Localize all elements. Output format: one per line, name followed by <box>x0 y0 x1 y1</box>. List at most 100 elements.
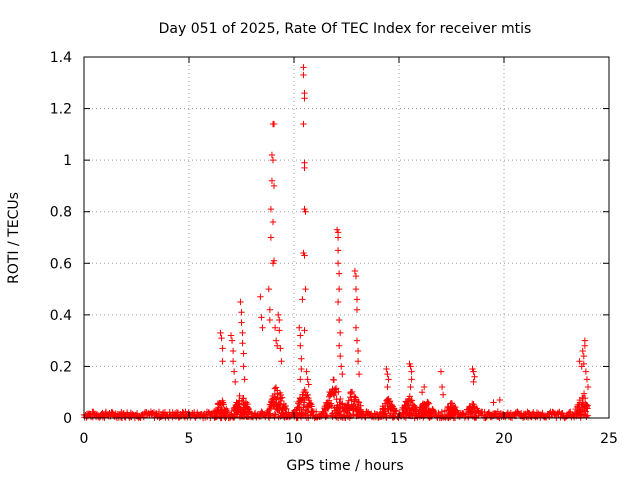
data-point <box>526 410 533 417</box>
x-axis-label: GPS time / hours <box>286 458 403 474</box>
data-point <box>580 390 588 397</box>
data-point <box>297 376 304 383</box>
plot-frame <box>83 56 610 419</box>
data-point <box>259 324 266 331</box>
data-point <box>386 397 394 405</box>
data-point <box>242 399 250 406</box>
data-point <box>229 358 237 365</box>
data-point <box>337 329 344 337</box>
data-point <box>312 408 320 415</box>
data-point <box>337 352 344 360</box>
data-point <box>236 392 243 400</box>
data-point <box>425 400 433 407</box>
data-point <box>362 414 369 421</box>
data-point <box>235 400 243 407</box>
data-point <box>240 363 247 370</box>
data-point <box>272 337 280 344</box>
data-point <box>408 368 415 375</box>
y-axis-label: ROTI / TECUs <box>6 192 22 284</box>
data-point <box>418 389 426 396</box>
data-point <box>337 395 344 403</box>
data-point <box>269 218 277 226</box>
data-point <box>297 342 304 349</box>
data-point <box>355 370 363 378</box>
data-point <box>257 293 264 301</box>
data-point <box>296 324 303 331</box>
data-point <box>297 332 304 339</box>
y-tick-label: 0.6 <box>50 256 72 272</box>
data-point <box>266 306 274 313</box>
data-point <box>240 350 247 357</box>
data-point <box>352 324 360 331</box>
data-point <box>353 296 361 303</box>
data-point <box>265 285 272 293</box>
data-point <box>299 296 306 303</box>
data-point <box>335 270 343 277</box>
x-tick-label: 10 <box>285 431 303 447</box>
data-point <box>268 151 276 159</box>
data-point <box>227 332 235 339</box>
data-point <box>407 363 414 370</box>
data-point <box>237 298 244 306</box>
data-point <box>581 342 589 349</box>
data-point <box>240 395 247 402</box>
data-point <box>173 409 181 416</box>
data-point <box>579 347 586 355</box>
data-point <box>331 386 339 393</box>
data-point <box>338 363 345 370</box>
data-point <box>269 260 277 267</box>
data-point <box>408 376 415 383</box>
data-point <box>304 376 311 383</box>
data-point <box>438 383 446 391</box>
x-tick-label: 20 <box>495 431 513 447</box>
data-point <box>217 329 224 337</box>
data-point <box>335 388 342 395</box>
data-point <box>581 394 589 402</box>
data-point <box>241 376 248 383</box>
data-point <box>218 334 225 342</box>
data-point <box>453 407 461 414</box>
data-point <box>383 365 390 373</box>
data-point <box>300 120 307 128</box>
data-point <box>576 358 583 365</box>
axis-ticks: 0 5 10 15 20 25 0 0.2 0.4 0.6 0.8 1 1.2 1.4 <box>50 50 618 447</box>
data-point <box>270 182 278 190</box>
data-point <box>416 413 424 420</box>
data-point <box>539 409 546 417</box>
data-point <box>334 234 342 241</box>
data-point <box>238 319 245 326</box>
data-point <box>301 95 308 102</box>
data-point <box>275 311 282 319</box>
data-point <box>276 316 283 324</box>
data-point <box>301 252 308 259</box>
data-point <box>267 205 275 213</box>
data-point <box>238 309 245 316</box>
data-point <box>334 298 342 306</box>
data-point <box>339 370 346 378</box>
data-point <box>304 391 311 398</box>
data-point <box>583 376 591 383</box>
data-point <box>351 267 359 275</box>
data-point <box>421 383 428 391</box>
data-point <box>229 347 237 355</box>
data-point <box>332 385 340 392</box>
data-point <box>335 285 343 293</box>
data-point <box>305 381 312 388</box>
y-tick-label: 1.2 <box>50 102 72 118</box>
data-point <box>438 408 446 416</box>
data-points <box>80 64 592 422</box>
data-point <box>133 410 141 417</box>
data-point <box>120 410 128 417</box>
y-tick-label: 0.4 <box>50 308 72 324</box>
data-point <box>303 368 310 375</box>
data-point <box>330 376 338 384</box>
data-point <box>517 410 525 417</box>
data-point <box>278 358 285 365</box>
data-point <box>266 316 274 324</box>
y-tick-label: 0.2 <box>50 359 72 375</box>
data-point <box>384 383 391 391</box>
x-tick-label: 15 <box>390 431 408 447</box>
data-point <box>301 327 308 334</box>
data-point <box>155 408 163 416</box>
